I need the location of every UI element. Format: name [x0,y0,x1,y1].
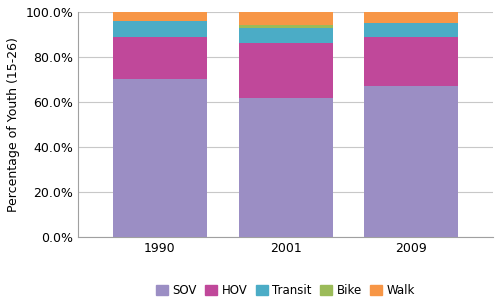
Bar [238,26,333,28]
Bar [364,12,458,23]
Y-axis label: Percentage of Youth (15-26): Percentage of Youth (15-26) [7,37,20,212]
Bar [238,98,333,237]
Bar [238,43,333,98]
Bar [364,23,458,37]
Bar [238,12,333,26]
Bar [364,37,458,86]
Bar [238,28,333,43]
Bar [113,37,207,80]
Legend: SOV, HOV, Transit, Bike, Walk: SOV, HOV, Transit, Bike, Walk [152,279,420,302]
Bar [113,80,207,237]
Bar [113,21,207,37]
Bar [113,12,207,21]
Bar [364,86,458,237]
